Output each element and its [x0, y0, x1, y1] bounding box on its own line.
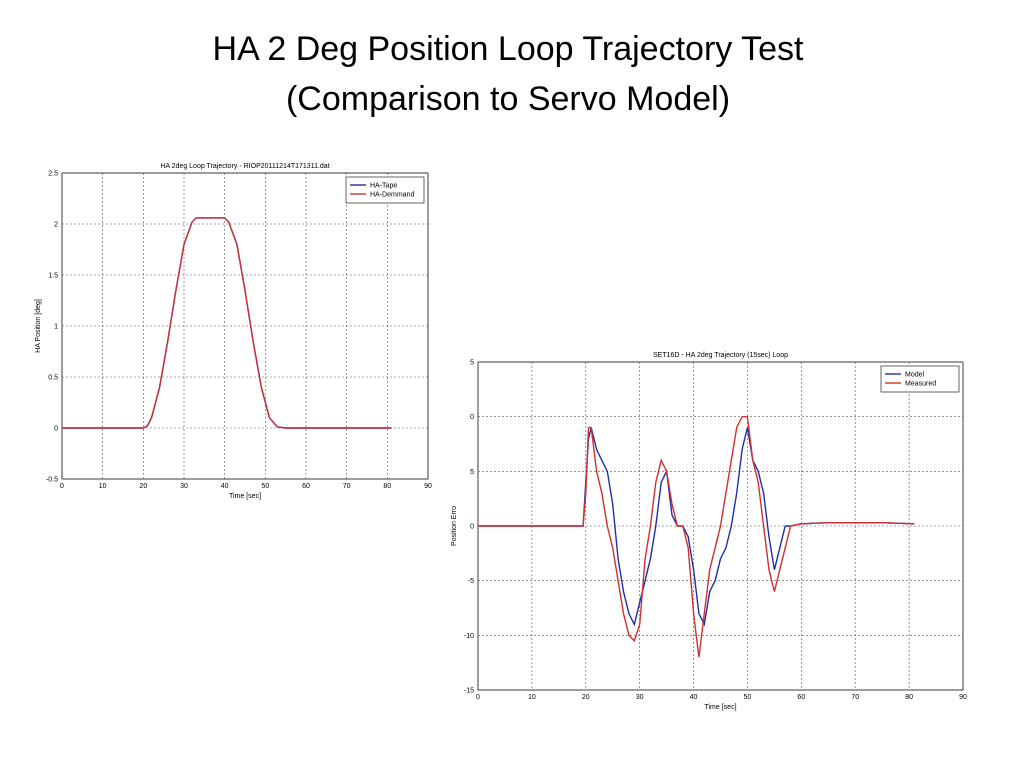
y-tick-label: 1: [54, 324, 58, 331]
x-tick-label: 10: [528, 694, 536, 701]
y-axis-label: HA Position [deg]: [35, 299, 42, 353]
x-tick-label: 70: [851, 694, 859, 701]
legend-box: [345, 176, 425, 204]
x-tick-label: 70: [343, 483, 351, 490]
x-tick-label: 40: [221, 483, 229, 490]
x-tick-label: 0: [60, 483, 64, 490]
slide-title: HA 2 Deg Position Loop Trajectory Test: [213, 30, 804, 68]
x-tick-label: 90: [424, 483, 432, 490]
x-tick-label: 0: [476, 694, 480, 701]
legend-box: [880, 365, 960, 393]
y-axis-label: Position Erro: [451, 506, 458, 546]
x-tick-label: 20: [139, 483, 147, 490]
data-line: [478, 416, 915, 658]
chart-title: SET16D - HA 2deg Trajectory (15sec) Loop: [653, 352, 788, 359]
legend-label: HA-Demmand: [370, 192, 414, 199]
x-axis-label: Time [sec]: [229, 493, 261, 500]
y-tick-label: -10: [464, 633, 474, 640]
x-tick-label: 90: [959, 694, 967, 701]
x-tick-label: 60: [302, 483, 310, 490]
y-tick-label: 0.5: [48, 375, 58, 382]
y-tick-label: 0: [470, 414, 474, 421]
x-tick-label: 30: [636, 694, 644, 701]
x-tick-label: 40: [690, 694, 698, 701]
legend-label: Model: [905, 372, 925, 379]
x-tick-label: 10: [99, 483, 107, 490]
x-tick-label: 60: [797, 694, 805, 701]
plot-area: [61, 172, 429, 480]
y-tick-label: -15: [464, 688, 474, 695]
x-tick-label: 80: [905, 694, 913, 701]
x-tick-label: 50: [261, 483, 269, 490]
x-tick-label: 80: [383, 483, 391, 490]
x-tick-label: 50: [744, 694, 752, 701]
y-tick-label: -0.5: [46, 477, 58, 484]
chart-title: HA 2deg Loop Trajectory - RIOP20111214T1…: [160, 163, 329, 170]
x-axis-label: Time [sec]: [704, 704, 736, 711]
y-tick-label: 2: [54, 222, 58, 229]
y-tick-label: 5: [470, 469, 474, 476]
y-tick-label: 2.5: [48, 171, 58, 178]
slide-subtitle: (Comparison to Servo Model): [286, 80, 730, 118]
y-tick-label: 5: [470, 360, 474, 367]
legend-label: HA-Tape: [370, 183, 397, 190]
data-line: [478, 427, 915, 627]
x-tick-label: 30: [180, 483, 188, 490]
legend-label: Measured: [905, 381, 936, 388]
y-tick-label: 0: [54, 426, 58, 433]
x-tick-label: 20: [582, 694, 590, 701]
data-line: [62, 217, 392, 429]
y-tick-label: 1.5: [48, 273, 58, 280]
y-tick-label: -5: [468, 578, 474, 585]
y-tick-label: 0: [470, 524, 474, 531]
